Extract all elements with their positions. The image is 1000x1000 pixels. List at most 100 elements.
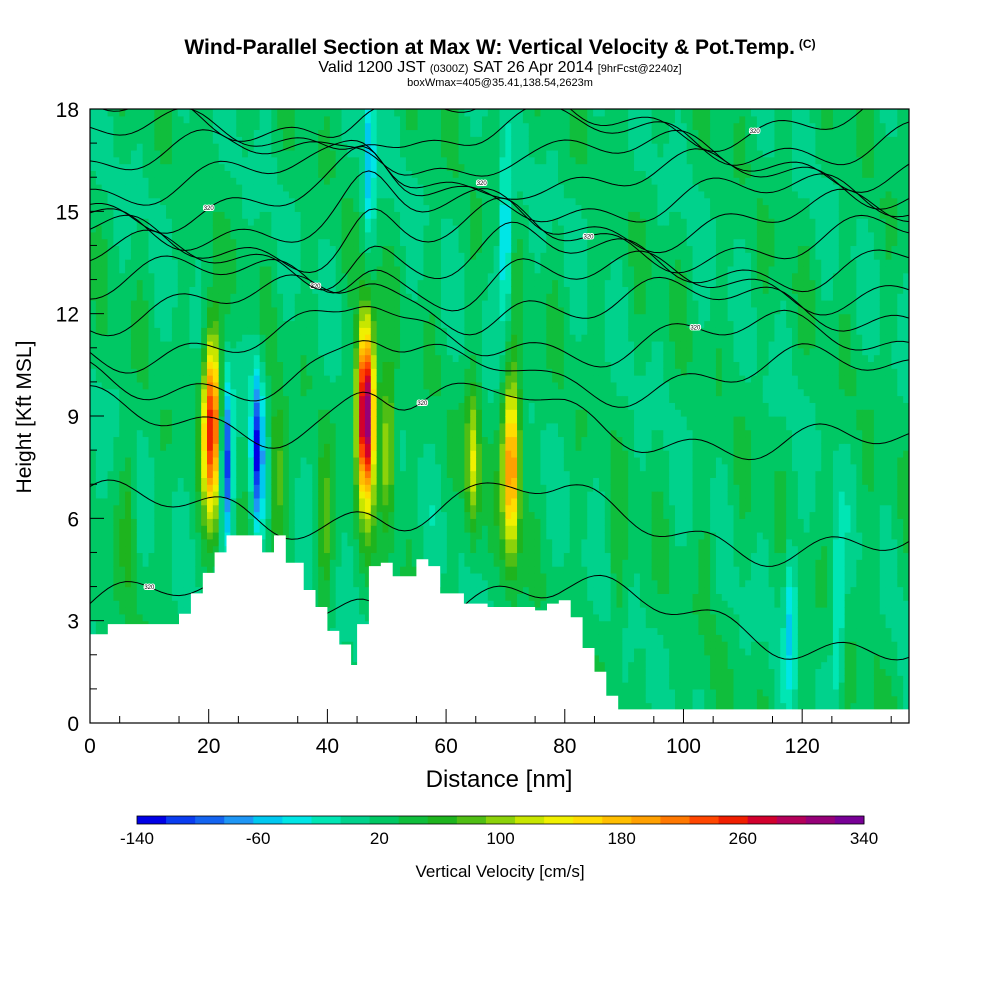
velocity-cell (102, 423, 108, 430)
velocity-cell (213, 109, 219, 116)
velocity-cell (383, 532, 389, 539)
velocity-cell (248, 211, 254, 218)
velocity-cell (125, 170, 131, 177)
velocity-cell (160, 430, 166, 437)
velocity-cell (207, 552, 213, 559)
velocity-cell (189, 430, 195, 437)
velocity-cell (347, 552, 353, 559)
velocity-cell (248, 143, 254, 150)
velocity-cell (353, 211, 359, 218)
velocity-cell (172, 177, 178, 184)
velocity-cell (359, 307, 365, 314)
velocity-cell (324, 389, 330, 396)
velocity-cell (219, 539, 225, 546)
velocity-cell (96, 580, 102, 587)
velocity-cell (154, 109, 160, 116)
velocity-cell (201, 136, 207, 143)
velocity-cell (324, 457, 330, 464)
velocity-cell (113, 157, 119, 164)
velocity-cell (113, 546, 119, 553)
velocity-cell (371, 116, 377, 123)
velocity-cell (230, 232, 236, 239)
velocity-cell (137, 293, 143, 300)
velocity-cell (113, 123, 119, 130)
velocity-cell (207, 559, 213, 566)
velocity-cell (289, 525, 295, 532)
velocity-cell (342, 436, 348, 443)
velocity-cell (260, 273, 266, 280)
velocity-cell (166, 361, 172, 368)
velocity-cell (359, 505, 365, 512)
velocity-cell (248, 457, 254, 464)
velocity-cell (347, 539, 353, 546)
velocity-cell (149, 109, 155, 116)
velocity-cell (149, 416, 155, 423)
velocity-cell (166, 436, 172, 443)
velocity-cell (213, 450, 219, 457)
velocity-cell (400, 450, 406, 457)
velocity-cell (283, 157, 289, 164)
velocity-cell (353, 498, 359, 505)
velocity-cell (359, 423, 365, 430)
velocity-cell (271, 430, 277, 437)
velocity-cell (207, 498, 213, 505)
velocity-cell (189, 307, 195, 314)
velocity-cell (388, 416, 394, 423)
velocity-cell (102, 245, 108, 252)
velocity-cell (108, 409, 114, 416)
velocity-cell (213, 266, 219, 273)
velocity-cell (131, 457, 137, 464)
velocity-cell (347, 505, 353, 512)
velocity-cell (306, 402, 312, 409)
velocity-cell (90, 627, 96, 634)
velocity-cell (201, 300, 207, 307)
velocity-cell (149, 409, 155, 416)
velocity-cell (248, 423, 254, 430)
velocity-cell (125, 580, 131, 587)
velocity-cell (301, 484, 307, 491)
velocity-cell (271, 225, 277, 232)
velocity-cell (149, 573, 155, 580)
velocity-cell (336, 430, 342, 437)
velocity-cell (371, 293, 377, 300)
velocity-cell (201, 164, 207, 171)
velocity-cell (271, 436, 277, 443)
velocity-cell (96, 245, 102, 252)
velocity-cell (283, 109, 289, 116)
velocity-cell (342, 552, 348, 559)
velocity-cell (178, 327, 184, 334)
velocity-cell (137, 607, 143, 614)
velocity-cell (172, 170, 178, 177)
velocity-cell (143, 170, 149, 177)
velocity-cell (359, 539, 365, 546)
velocity-cell (266, 300, 272, 307)
velocity-cell (312, 314, 318, 321)
velocity-cell (149, 518, 155, 525)
velocity-cell (330, 170, 336, 177)
velocity-cell (201, 389, 207, 396)
velocity-cell (125, 341, 131, 348)
velocity-cell (248, 129, 254, 136)
velocity-cell (394, 430, 400, 437)
velocity-cell (301, 259, 307, 266)
velocity-cell (347, 293, 353, 300)
velocity-cell (371, 518, 377, 525)
velocity-cell (90, 498, 96, 505)
velocity-cell (219, 396, 225, 403)
velocity-cell (125, 450, 131, 457)
velocity-cell (131, 600, 137, 607)
velocity-cell (219, 191, 225, 198)
velocity-cell (160, 593, 166, 600)
velocity-cell (394, 334, 400, 341)
velocity-cell (260, 164, 266, 171)
velocity-cell (154, 164, 160, 171)
velocity-cell (289, 512, 295, 519)
velocity-cell (394, 136, 400, 143)
velocity-cell (260, 457, 266, 464)
velocity-cell (371, 218, 377, 225)
velocity-cell (330, 245, 336, 252)
velocity-cell (365, 471, 371, 478)
velocity-cell (301, 443, 307, 450)
velocity-cell (400, 252, 406, 259)
velocity-cell (172, 464, 178, 471)
